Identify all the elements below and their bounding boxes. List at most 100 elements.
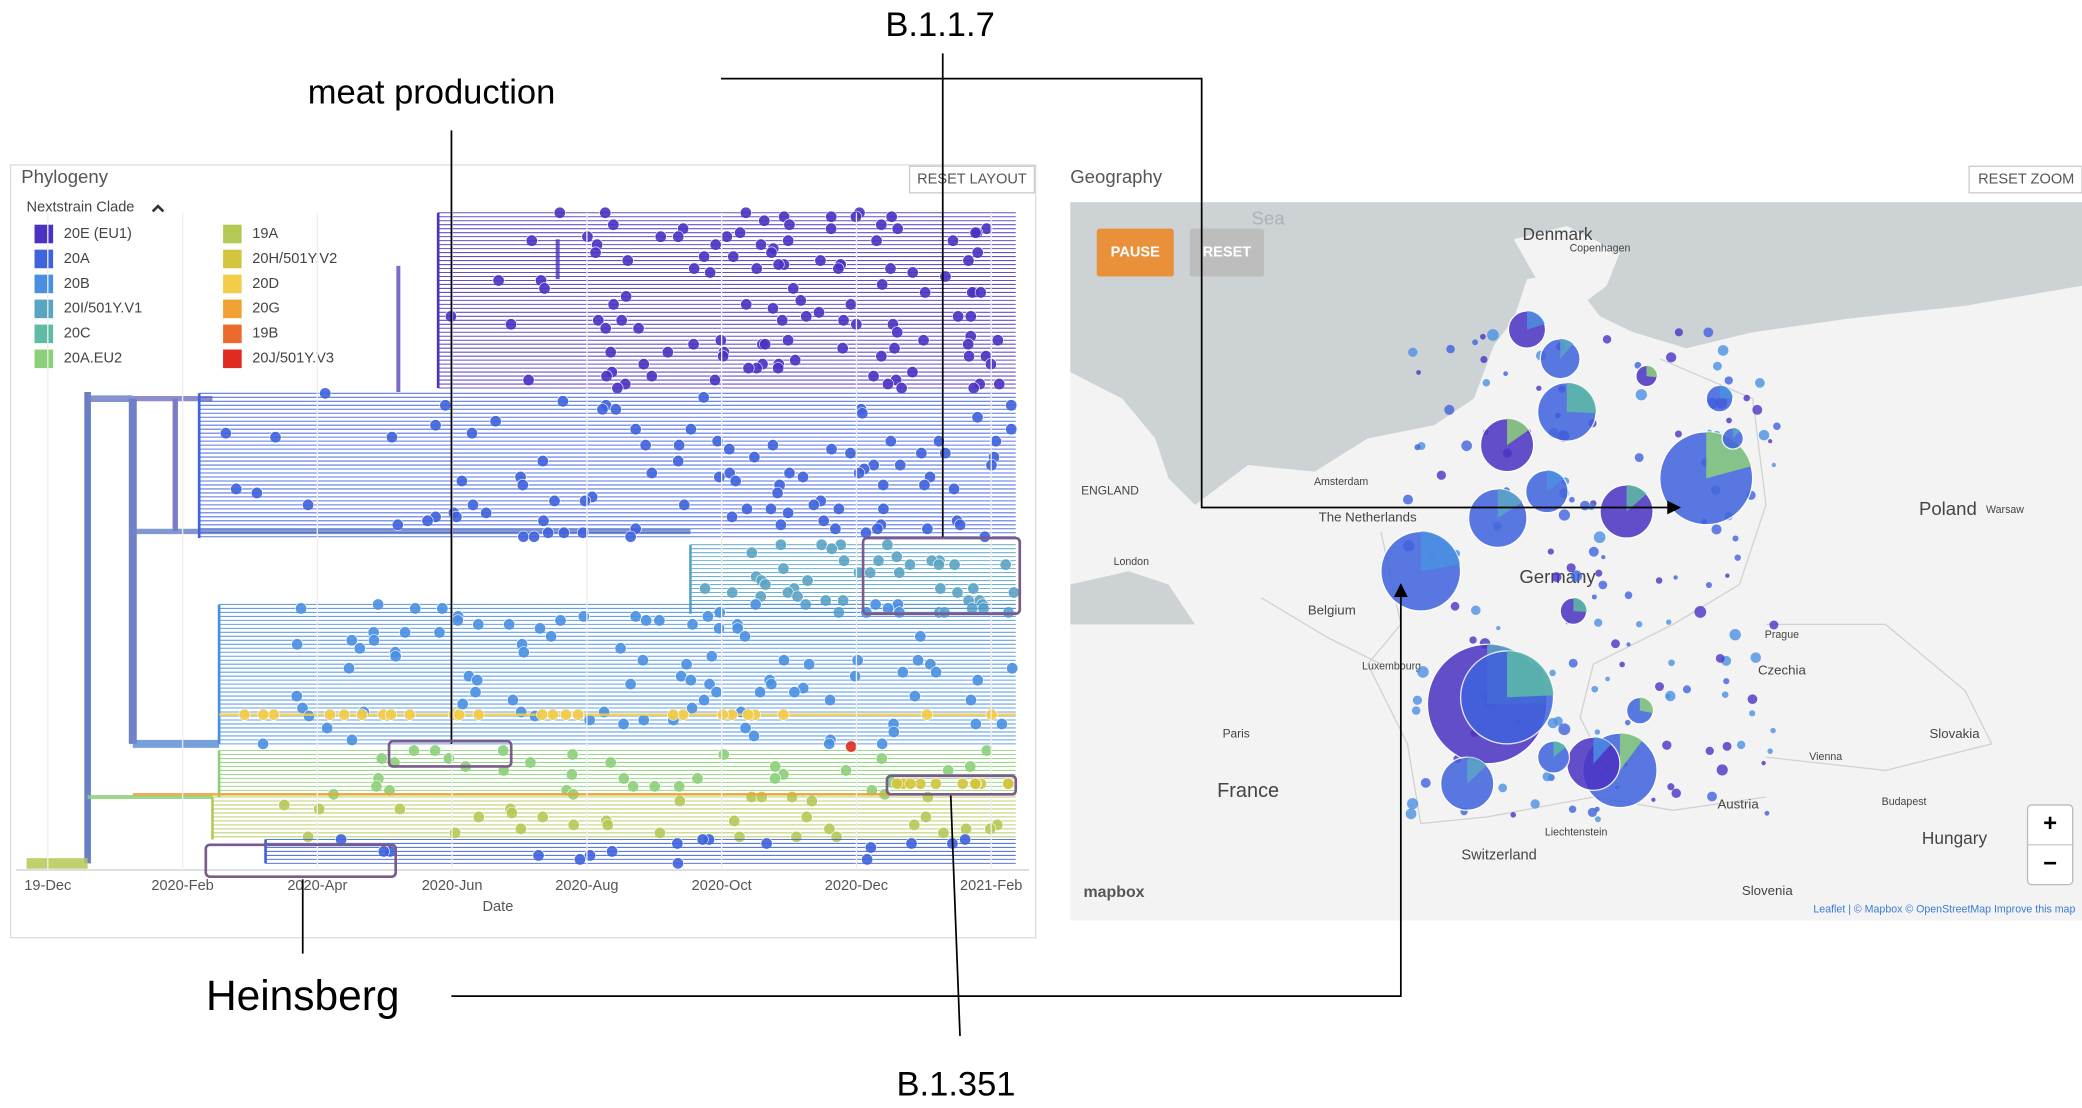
location-dot[interactable] [1503,371,1508,376]
location-dot[interactable] [1626,642,1630,646]
tip[interactable] [734,831,745,842]
tip[interactable] [258,709,269,720]
location-dot[interactable] [1743,395,1750,402]
legend-label[interactable]: 19A [252,226,278,242]
tip[interactable] [572,709,583,720]
location-dot[interactable] [1666,619,1671,624]
location-dot[interactable] [1769,620,1778,629]
location-dot[interactable] [1595,816,1601,822]
location-dot[interactable] [1759,430,1770,441]
tip[interactable] [356,709,367,720]
location-dot[interactable] [1595,729,1600,734]
location-dot[interactable] [1589,547,1599,557]
tip[interactable] [905,778,916,789]
legend-label[interactable]: 20A [64,251,90,267]
tip[interactable] [257,738,268,749]
location-dot[interactable] [1706,582,1712,588]
legend-label[interactable]: 20C [64,326,91,342]
zoom-out[interactable]: − [2043,850,2057,877]
location-dot[interactable] [1656,577,1663,584]
tip[interactable] [970,778,981,789]
location-dot[interactable] [1722,691,1729,698]
location-dot[interactable] [1671,788,1680,797]
location-dot[interactable] [1451,602,1460,611]
location-dot[interactable] [1716,654,1725,663]
tip[interactable] [791,831,802,842]
location-dot[interactable] [1558,723,1570,735]
location-dot[interactable] [1718,345,1729,356]
button-label[interactable]: RESET [1203,244,1252,260]
tip[interactable] [921,709,932,720]
zoom-in[interactable]: + [2043,810,2057,837]
location-dot[interactable] [1729,629,1740,640]
location-dot[interactable] [1770,728,1775,733]
location-dot[interactable] [1510,812,1516,818]
tip[interactable] [302,831,313,842]
tip[interactable] [612,382,623,393]
button-label[interactable]: RESET ZOOM [1978,171,2074,187]
tip[interactable] [891,778,902,789]
location-dot[interactable] [1636,389,1647,400]
location-dot[interactable] [1483,379,1490,386]
button-label[interactable]: PAUSE [1111,244,1160,260]
tip[interactable] [518,531,529,542]
location-dot[interactable] [1569,497,1575,503]
tip[interactable] [404,709,415,720]
tip[interactable] [668,709,679,720]
location-dot[interactable] [1408,348,1417,357]
legend-label[interactable]: 20G [252,301,280,317]
location-dot[interactable] [1480,356,1487,363]
location-dot[interactable] [1772,463,1776,467]
tip[interactable] [454,709,465,720]
location-dot[interactable] [1734,554,1740,560]
location-dot[interactable] [1412,706,1420,714]
location-dot[interactable] [1765,811,1770,816]
location-dot[interactable] [1711,524,1721,534]
location-dot[interactable] [1755,378,1765,388]
tip[interactable] [831,831,842,842]
location-dot[interactable] [1548,548,1554,554]
location-dot[interactable] [1667,783,1674,790]
location-dot[interactable] [1749,710,1755,716]
mapbox-logo[interactable]: mapbox [1083,884,1144,901]
location-dot[interactable] [1694,606,1706,618]
location-dot[interactable] [1605,677,1610,682]
location-dot[interactable] [1569,805,1576,812]
location-dot[interactable] [1768,439,1772,443]
location-dot[interactable] [1416,370,1421,375]
location-dot[interactable] [1603,335,1611,343]
location-dot[interactable] [1480,334,1486,340]
tip[interactable] [930,778,941,789]
location-dot[interactable] [1421,778,1431,788]
location-dot[interactable] [1752,405,1762,415]
location-dot[interactable] [1666,352,1676,362]
location-dot[interactable] [1625,591,1633,599]
location-dot[interactable] [1594,531,1606,543]
location-dot[interactable] [1487,329,1499,341]
legend-label[interactable]: 20B [64,276,90,292]
map[interactable]: SeaDenmarkCopenhagenENGLANDLondonThe Net… [1070,202,2082,920]
tip[interactable] [385,709,396,720]
location-dot[interactable] [1472,339,1478,345]
location-dot[interactable] [1407,798,1418,809]
location-dot[interactable] [1635,453,1644,462]
location-dot[interactable] [1601,555,1605,559]
location-dot[interactable] [1461,440,1472,451]
tip[interactable] [968,382,979,393]
location-dot[interactable] [1559,509,1570,520]
location-dot[interactable] [1748,694,1758,704]
legend-label[interactable]: 19B [252,326,278,342]
tip[interactable] [845,741,856,752]
location-dot[interactable] [1625,720,1631,726]
tip[interactable] [560,709,571,720]
location-dot[interactable] [1588,808,1597,817]
tip[interactable] [823,738,834,749]
tip[interactable] [324,709,335,720]
location-dot[interactable] [1683,685,1691,693]
location-dot[interactable] [1594,619,1602,627]
location-dot[interactable] [1469,636,1476,643]
tip[interactable] [672,858,683,869]
legend-label[interactable]: 20J/501Y.V3 [252,351,334,367]
location-dot[interactable] [1673,575,1677,579]
location-dot[interactable] [1437,471,1446,480]
